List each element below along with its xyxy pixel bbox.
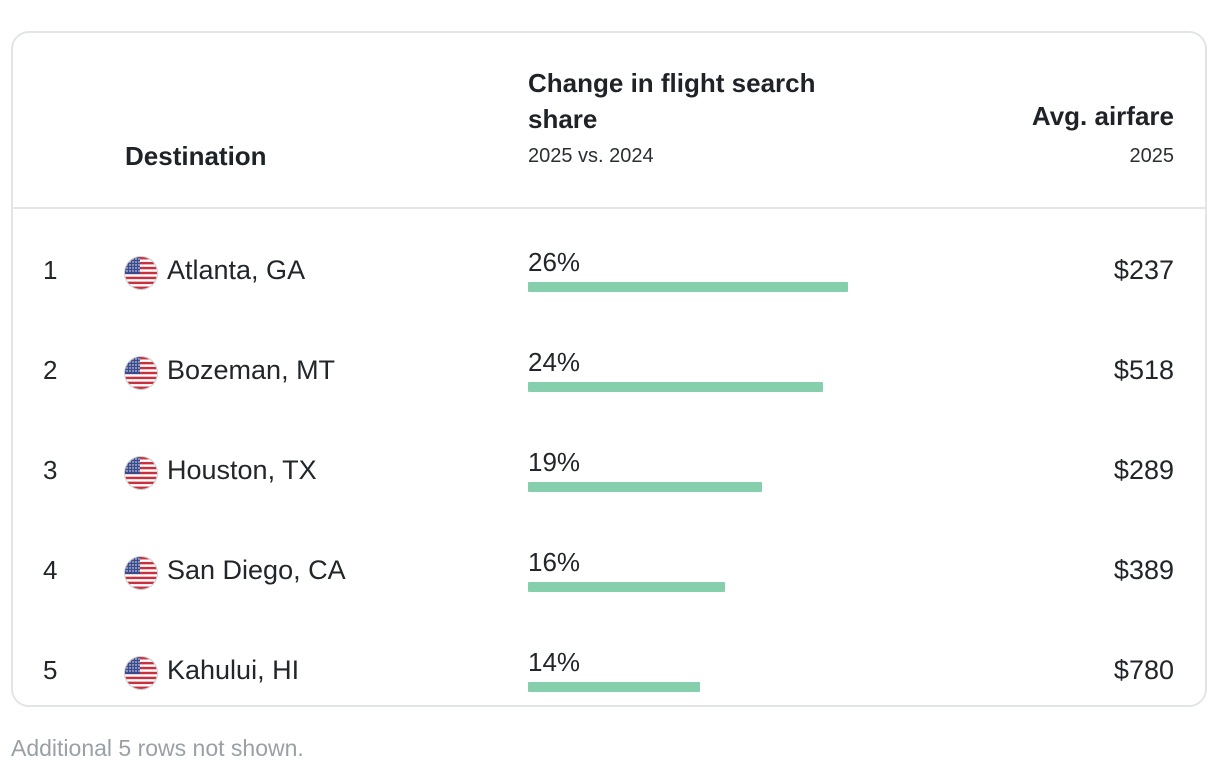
row-change-label: 19% — [528, 447, 581, 477]
column-subheader-change: 2025 vs. 2024 — [528, 145, 654, 167]
row-change-label: 16% — [528, 547, 581, 577]
column-header-destination[interactable]: Destination — [125, 141, 267, 171]
row-airfare: $389 — [1113, 555, 1174, 585]
table-row[interactable]: 3 Houston, TX 19% $289 — [13, 409, 1205, 509]
row-destination: Houston, TX — [167, 455, 317, 485]
table-row[interactable]: 4 San Diego, CA 16% $389 — [13, 509, 1205, 609]
row-airfare: $237 — [1113, 255, 1174, 285]
row-change-bar — [528, 482, 762, 492]
table-row[interactable]: 1 Atlanta, GA 26% $237 — [13, 209, 1205, 309]
footnote: Additional 5 rows not shown. — [11, 735, 304, 761]
column-header-change[interactable]: Change in flight search share — [528, 68, 816, 134]
row-airfare: $518 — [1113, 355, 1174, 385]
row-change-bar — [528, 682, 700, 692]
table-row[interactable]: 5 Kahului, HI 14% $780 — [13, 609, 1205, 705]
row-rank: 1 — [43, 255, 58, 285]
column-header-airfare[interactable]: Avg. airfare — [1031, 101, 1174, 131]
row-rank: 3 — [43, 455, 58, 485]
row-change-bar — [528, 382, 823, 392]
row-airfare: $289 — [1113, 455, 1174, 485]
destinations-table: Destination Change in flight search shar… — [11, 31, 1207, 707]
us-flag-icon — [125, 357, 157, 389]
row-destination: Bozeman, MT — [167, 355, 336, 385]
table-row[interactable]: 2 Bozeman, MT 24% $518 — [13, 309, 1205, 409]
row-change-bar — [528, 582, 725, 592]
row-rank: 4 — [43, 555, 58, 585]
row-change-bar — [528, 282, 848, 292]
us-flag-icon — [125, 557, 157, 589]
us-flag-icon — [125, 457, 157, 489]
row-rank: 5 — [43, 655, 58, 685]
column-subheader-airfare: 2025 — [1129, 145, 1175, 167]
row-change-label: 26% — [528, 247, 581, 277]
row-change-label: 14% — [528, 647, 581, 677]
row-destination: San Diego, CA — [167, 555, 346, 585]
row-destination: Atlanta, GA — [167, 255, 306, 285]
us-flag-icon — [125, 257, 157, 289]
table-header: Destination Change in flight search shar… — [13, 33, 1205, 209]
row-rank: 2 — [43, 355, 58, 385]
row-destination: Kahului, HI — [167, 655, 300, 685]
us-flag-icon — [125, 657, 157, 689]
row-change-label: 24% — [528, 347, 581, 377]
row-airfare: $780 — [1113, 655, 1174, 685]
